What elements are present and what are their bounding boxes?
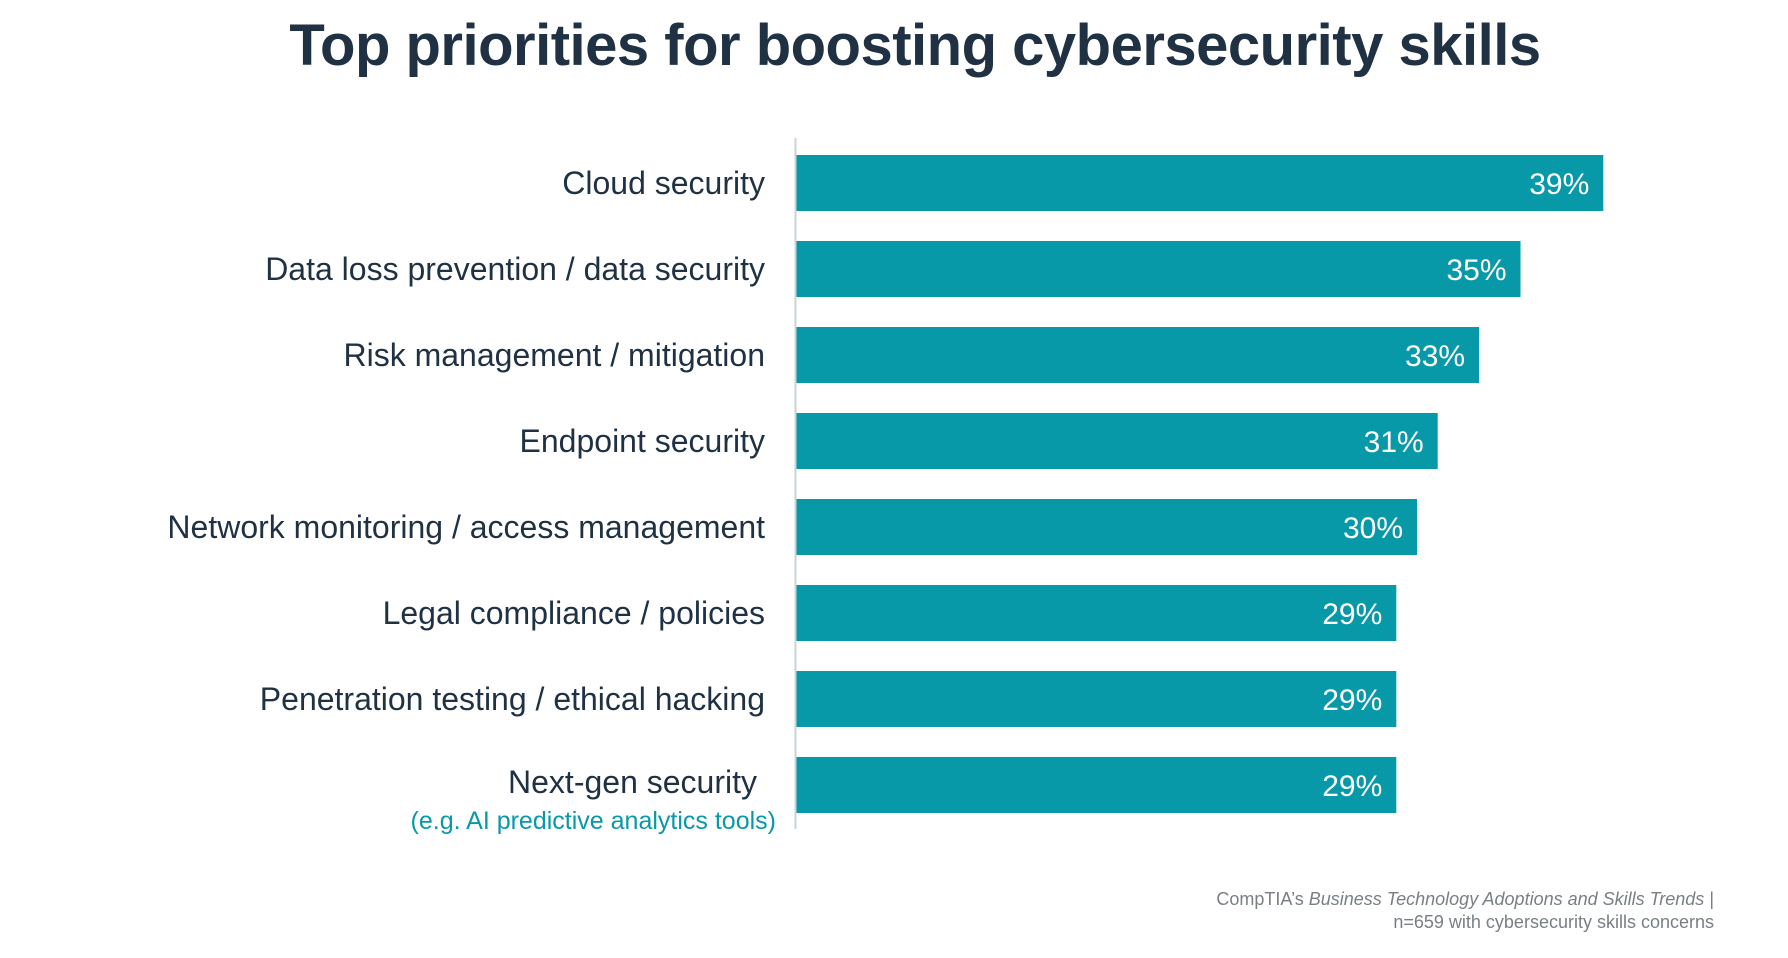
category-label-1: Cloud security — [562, 165, 765, 201]
source-report-title: Business Technology Adoptions and Skills… — [1308, 889, 1705, 909]
category-label-2: Data loss prevention / data security — [265, 251, 765, 287]
value-label-2: 35% — [1446, 254, 1506, 287]
bar-6 — [796, 585, 1397, 641]
bar-8 — [796, 757, 1397, 813]
bar-1 — [796, 155, 1604, 211]
value-label-1: 39% — [1529, 168, 1589, 201]
value-label-6: 29% — [1322, 598, 1382, 631]
category-label-4: Endpoint security — [520, 423, 765, 459]
category-label-7: Penetration testing / ethical hacking — [260, 681, 765, 717]
value-label-7: 29% — [1322, 684, 1382, 717]
bar-7 — [796, 671, 1397, 727]
bar-5 — [796, 499, 1417, 555]
source-note: CompTIA’s Business Technology Adoptions … — [1216, 888, 1714, 934]
source-line-1: CompTIA’s Business Technology Adoptions … — [1216, 888, 1714, 911]
bar-4 — [796, 413, 1438, 469]
source-prefix: CompTIA’s — [1216, 889, 1309, 909]
source-sample: n=659 with cybersecurity skills concerns — [1393, 912, 1714, 932]
bar-3 — [796, 327, 1480, 383]
bar-2 — [796, 241, 1521, 297]
category-label-8: Next-gen security — [508, 764, 757, 800]
value-label-8: 29% — [1322, 770, 1382, 803]
category-note-8: (e.g. AI predictive analytics tools) — [411, 807, 776, 835]
chart-title: Top priorities for boosting cybersecurit… — [289, 13, 1541, 78]
category-label-6: Legal compliance / policies — [383, 595, 765, 631]
source-suffix: | — [1704, 889, 1714, 909]
value-label-4: 31% — [1364, 426, 1424, 459]
category-label-3: Risk management / mitigation — [343, 337, 765, 373]
value-label-3: 33% — [1405, 340, 1465, 373]
category-label-5: Network monitoring / access management — [167, 509, 765, 545]
value-label-5: 30% — [1343, 512, 1403, 545]
